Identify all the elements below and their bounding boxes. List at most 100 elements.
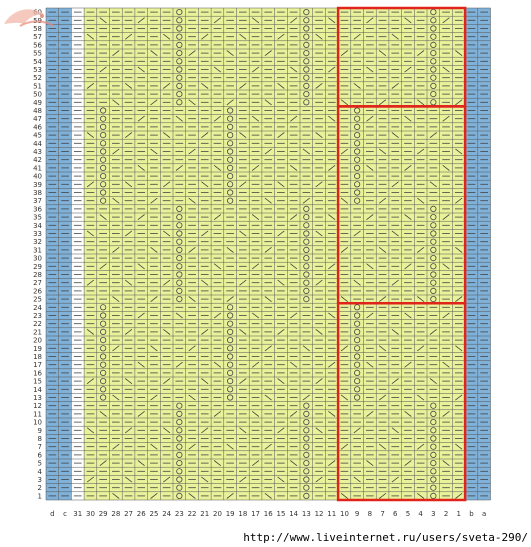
ssk-backslash — [86, 132, 95, 139]
ssk-backslash — [366, 66, 374, 73]
k2tog-slash — [442, 312, 450, 319]
ssk-backslash — [213, 361, 222, 368]
yarn-over-circle — [430, 271, 437, 278]
row-number: 58 — [33, 25, 42, 33]
ssk-backslash — [302, 345, 310, 352]
yarn-over-circle — [176, 74, 183, 81]
yarn-over-circle — [303, 279, 310, 286]
k2tog-slash — [264, 345, 272, 352]
k2tog-slash — [353, 230, 361, 237]
yarn-over-circle — [354, 189, 361, 196]
k2tog-slash — [150, 394, 158, 401]
yarn-over-circle — [176, 246, 183, 253]
row-number: 45 — [33, 132, 42, 140]
row-number: 18 — [33, 353, 42, 361]
row-number: 5 — [38, 460, 42, 468]
ssk-backslash — [264, 296, 272, 303]
k2tog-slash — [290, 17, 298, 24]
row-number: 14 — [33, 386, 42, 394]
ssk-backslash — [302, 148, 310, 155]
k2tog-slash — [99, 263, 107, 270]
yarn-over-circle — [176, 230, 183, 237]
yarn-over-circle — [227, 189, 234, 196]
yarn-over-circle — [430, 230, 437, 237]
source-url[interactable]: http://www.liveinternet.ru/users/sveta-2… — [243, 531, 528, 544]
row-number: 17 — [33, 361, 42, 369]
ssk-backslash — [340, 197, 349, 204]
ssk-backslash — [251, 214, 260, 221]
k2tog-slash — [201, 427, 209, 434]
row-number: 8 — [38, 435, 42, 443]
yarn-over-circle — [100, 107, 107, 114]
yarn-over-circle — [303, 492, 310, 499]
yarn-over-circle — [354, 336, 361, 344]
ssk-backslash — [213, 164, 222, 171]
yarn-over-circle — [430, 435, 437, 442]
ssk-backslash — [290, 263, 298, 270]
row-number: 19 — [33, 345, 42, 353]
ssk-backslash — [391, 132, 399, 139]
ssk-backslash — [137, 460, 145, 467]
ssk-backslash — [150, 246, 158, 253]
yarn-over-circle — [227, 197, 234, 204]
k2tog-slash — [150, 197, 158, 204]
k2tog-slash — [328, 66, 336, 73]
yarn-over-circle — [303, 205, 310, 212]
yarn-over-circle — [430, 263, 437, 270]
ssk-backslash — [239, 33, 247, 40]
k2tog-slash — [124, 132, 133, 139]
yarn-over-circle — [354, 197, 361, 204]
row-number: 27 — [33, 279, 42, 287]
ssk-backslash — [150, 443, 158, 450]
ssk-backslash — [404, 214, 412, 221]
yarn-over-circle — [100, 123, 107, 131]
yarn-over-circle — [227, 328, 234, 335]
yarn-over-circle — [430, 214, 437, 221]
k2tog-slash — [124, 427, 133, 434]
k2tog-slash — [112, 50, 120, 57]
row-number: 2 — [38, 484, 42, 492]
yarn-over-circle — [430, 246, 437, 253]
column-label: 20 — [213, 510, 222, 518]
row-number: 3 — [38, 476, 42, 484]
yarn-over-circle — [354, 320, 361, 327]
ssk-backslash — [188, 492, 196, 499]
row-number: 42 — [33, 156, 42, 164]
yarn-over-circle — [176, 271, 183, 278]
column-label: 5 — [406, 510, 410, 518]
k2tog-slash — [302, 394, 310, 401]
row-number: 22 — [33, 320, 42, 328]
column-label: 9 — [355, 510, 359, 518]
yarn-over-circle — [100, 189, 107, 196]
ssk-backslash — [99, 410, 107, 417]
row-number: 13 — [33, 394, 42, 402]
yarn-over-circle — [227, 353, 234, 360]
ssk-backslash — [201, 476, 209, 483]
yarn-over-circle — [354, 312, 361, 319]
ssk-backslash — [239, 328, 247, 335]
yarn-over-circle — [430, 492, 437, 499]
ssk-backslash — [213, 460, 222, 467]
row-number: 29 — [33, 263, 42, 271]
yarn-over-circle — [100, 181, 107, 188]
yarn-over-circle — [303, 49, 310, 57]
k2tog-slash — [239, 181, 247, 188]
ssk-backslash — [391, 33, 399, 40]
ssk-backslash — [404, 410, 412, 417]
column-label: 11 — [327, 510, 336, 518]
k2tog-slash — [213, 312, 222, 319]
k2tog-slash — [239, 82, 247, 89]
ssk-backslash — [264, 99, 272, 106]
yarn-over-circle — [303, 451, 310, 458]
ssk-backslash — [264, 197, 272, 204]
yarn-over-circle — [176, 25, 183, 32]
yarn-over-circle — [176, 91, 183, 98]
k2tog-slash — [264, 443, 272, 450]
column-label: 30 — [86, 510, 95, 518]
yarn-over-circle — [176, 99, 183, 106]
k2tog-slash — [404, 66, 412, 73]
yarn-over-circle — [430, 41, 437, 49]
k2tog-slash — [442, 410, 450, 417]
yarn-over-circle — [100, 336, 107, 344]
yarn-over-circle — [303, 222, 310, 229]
